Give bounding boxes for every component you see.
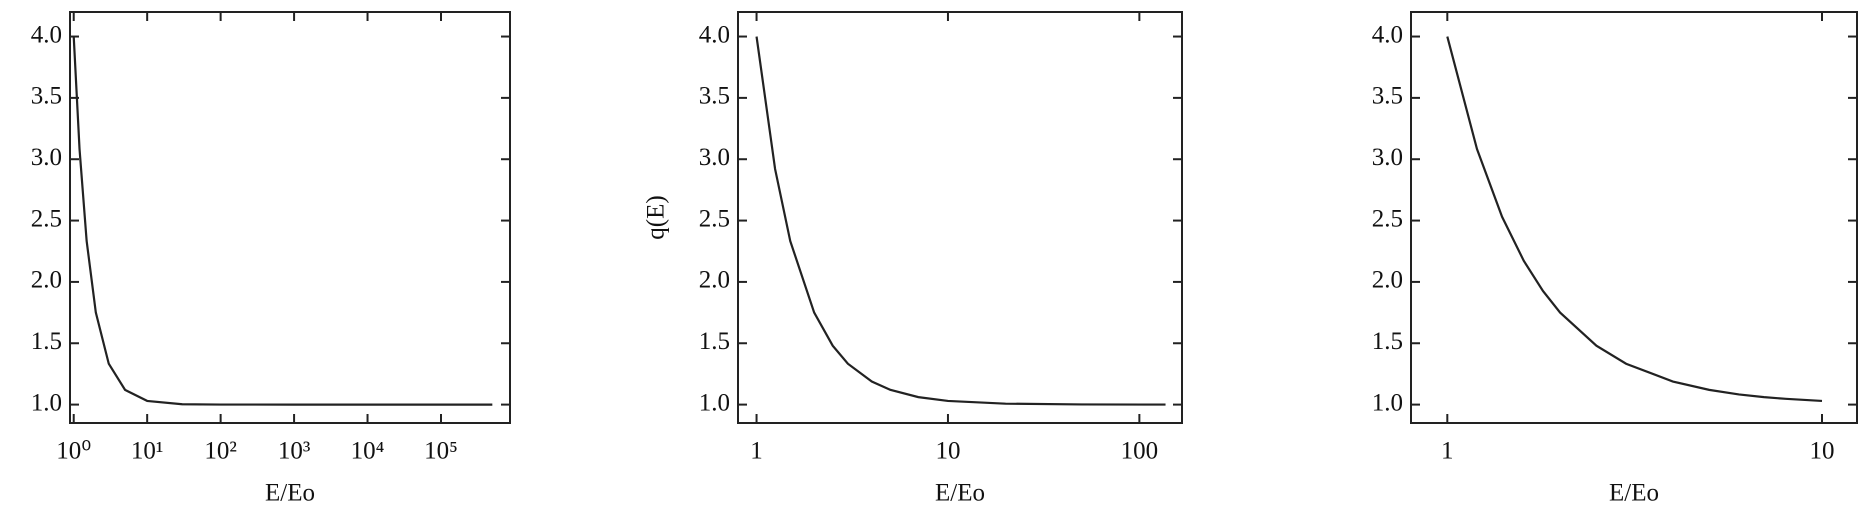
y-tick-label: 3.0 [699, 144, 730, 171]
x-tick-label: 1 [750, 438, 763, 465]
y-tick-label: 2.5 [31, 205, 62, 232]
y-tick-label: 1.5 [31, 328, 62, 355]
x-tick-label: 10¹ [131, 438, 164, 465]
x-tick-label: 10 [1809, 438, 1834, 465]
y-tick-label: 2.0 [1372, 267, 1403, 294]
y-tick-label: 1.0 [699, 389, 730, 416]
x-axis-label: E/Eo [265, 480, 315, 507]
subplot: 1.0 1.5 2.0 2.5 3.0 3.5 4.0 1 10 100 E/Eo q(E) [643, 11, 1183, 507]
y-tick-label: 3.5 [699, 83, 730, 110]
y-tick-label: 3.0 [31, 144, 62, 171]
x-axis-label: E/Eo [935, 480, 985, 507]
y-tick-label: 2.5 [1372, 205, 1403, 232]
x-tick-label: 10² [204, 438, 237, 465]
y-tick-label: 3.0 [1372, 144, 1403, 171]
plot-frame [1410, 11, 1858, 424]
y-tick-label: 2.5 [699, 205, 730, 232]
y-tick-label: 1.5 [1372, 328, 1403, 355]
y-tick-label: 3.5 [31, 83, 62, 110]
y-tick-label: 3.5 [1372, 83, 1403, 110]
x-tick-label: 10⁴ [351, 438, 385, 465]
x-tick-label: 10 [935, 438, 960, 465]
y-tick-label: 4.0 [699, 21, 730, 48]
y-tick-label: 2.0 [31, 267, 62, 294]
y-tick-label: 4.0 [31, 21, 62, 48]
y-tick-label: 1.0 [31, 389, 62, 416]
data-line [1446, 36, 1823, 403]
y-tick-label: 4.0 [1372, 21, 1403, 48]
x-tick-label: 1 [1441, 438, 1454, 465]
y-axis-label: q(E) [643, 195, 670, 239]
y-tick-label: 2.0 [699, 267, 730, 294]
x-tick-label: 100 [1121, 438, 1159, 465]
x-tick-label: 10⁵ [424, 438, 458, 465]
plot-frame [69, 11, 511, 424]
data-line [72, 36, 493, 406]
data-line [755, 36, 1166, 406]
subplot: 1.0 1.5 2.0 2.5 3.0 3.5 4.0 10⁰ 10¹ 10² 10³ 10⁴ 10⁵ E… [31, 11, 511, 507]
plot-frame [737, 11, 1183, 424]
x-tick-label: 10³ [278, 438, 311, 465]
subplot: 1.0 1.5 2.0 2.5 3.0 3.5 4.0 1 10 E/Eo [1372, 11, 1858, 507]
y-tick-label: 1.0 [1372, 389, 1403, 416]
x-axis-label: E/Eo [1609, 480, 1659, 507]
x-tick-label: 10⁰ [56, 438, 91, 465]
y-tick-label: 1.5 [699, 328, 730, 355]
